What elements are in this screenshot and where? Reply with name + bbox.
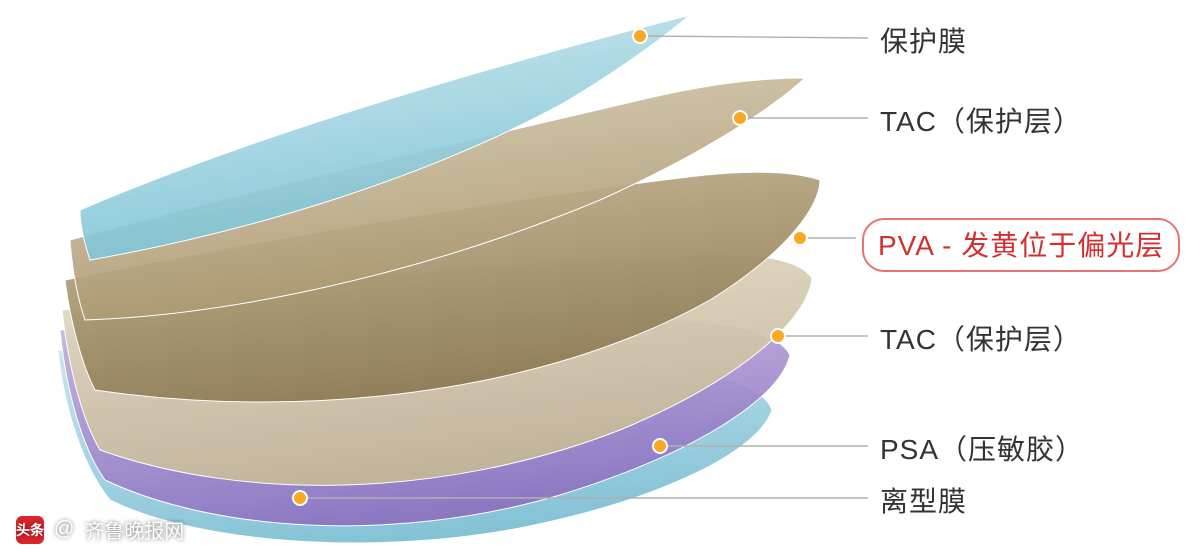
label-psa: PSA（压敏胶） bbox=[880, 428, 1084, 468]
marker-pva bbox=[793, 231, 807, 245]
label-pva-highlight: PVA - 发黄位于偏光层 bbox=[862, 218, 1180, 272]
label-tac-top: TAC（保护层） bbox=[880, 100, 1082, 140]
toutiao-logo-icon: 头条 bbox=[16, 516, 44, 544]
marker-tac-top bbox=[733, 111, 747, 125]
diagram-stage: 保护膜 TAC（保护层） PVA - 发黄位于偏光层 TAC（保护层） PSA（… bbox=[0, 0, 1200, 558]
watermark-source: 齐鲁晚报网 bbox=[84, 515, 184, 544]
marker-protective-film bbox=[633, 29, 647, 43]
watermark-at: @ bbox=[54, 518, 74, 541]
marker-release-film bbox=[293, 491, 307, 505]
marker-tac-bottom bbox=[771, 329, 785, 343]
watermark: 头条 @ 齐鲁晚报网 bbox=[16, 515, 184, 544]
label-protective-film: 保护膜 bbox=[880, 20, 967, 60]
label-release-film: 离型膜 bbox=[880, 480, 967, 520]
leader-protective-film bbox=[640, 36, 868, 38]
layer-diagram-svg bbox=[0, 0, 1200, 558]
label-pva: PVA - 发黄位于偏光层 bbox=[862, 218, 1180, 272]
label-tac-bottom: TAC（保护层） bbox=[880, 318, 1082, 358]
marker-psa bbox=[653, 439, 667, 453]
